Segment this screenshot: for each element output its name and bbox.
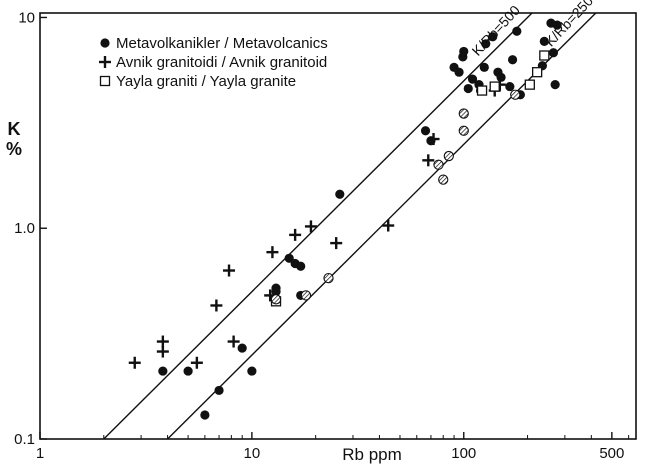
- avnik-granitoid-point: [210, 299, 223, 312]
- avnik-granitoid-point: [289, 228, 302, 241]
- metavolcanic-point: [479, 62, 489, 72]
- plot-frame: [39, 12, 637, 440]
- avnik-granitoid-point: [227, 335, 240, 348]
- y-tick-label: 1.0: [14, 220, 35, 237]
- yayla-granite-point: [531, 67, 543, 78]
- avnik-granitoid-point: [99, 56, 111, 68]
- yayla-granite-point: [539, 50, 550, 61]
- hatched-point: [323, 272, 334, 284]
- metavolcanic-point: [158, 366, 168, 376]
- avnik-granitoid-point: [330, 237, 343, 250]
- hatched-point: [510, 89, 521, 100]
- avnik-granitoid-point: [422, 154, 435, 167]
- yayla-granite-point: [524, 79, 535, 90]
- data-points: [128, 18, 562, 420]
- metavolcanic-point: [247, 366, 257, 376]
- metavolcanic-point: [183, 366, 193, 376]
- metavolcanic-point: [467, 74, 478, 84]
- metavolcanic-point: [200, 410, 210, 420]
- metavolcanic-point: [335, 189, 345, 199]
- avnik-granitoid-point: [128, 356, 141, 369]
- metavolcanic-point: [512, 26, 522, 36]
- x-tick-label: 1: [36, 445, 44, 462]
- metavolcanic-point: [100, 38, 110, 48]
- axis-ticks: 1 10 100 500 0.1 1.0 10: [14, 9, 630, 462]
- metavolcanic-point: [296, 261, 306, 271]
- metavolcanic-point: [550, 80, 560, 90]
- legend: Metavolkanikler / Metavolcanics Avnik gra…: [99, 35, 328, 90]
- metavolcanic-point: [488, 32, 498, 42]
- hatched-point: [433, 159, 444, 170]
- yayla-granite-point: [99, 75, 111, 87]
- avnik-granitoid-point: [382, 219, 395, 232]
- y-tick-label: 0.1: [14, 431, 35, 448]
- legend-label: Metavolkanikler / Metavolcanics: [116, 35, 328, 52]
- x-tick-label: 100: [451, 445, 476, 462]
- reference-line: [102, 13, 534, 439]
- legend-label: Avnik granitoidi / Avnik granitoid: [116, 54, 327, 71]
- metavolcanic-point: [496, 72, 506, 82]
- yayla-granite-point: [489, 81, 500, 92]
- metavolcanic-point: [214, 385, 224, 396]
- metavolcanic-point: [463, 83, 473, 94]
- metavolcanic-point: [271, 287, 281, 297]
- avnik-granitoid-point: [156, 345, 169, 358]
- reference-line: [166, 13, 597, 439]
- metavolcanic-point: [481, 39, 491, 49]
- hatched-point: [458, 125, 469, 136]
- avnik-granitoid-point: [190, 356, 203, 369]
- legend-label: Yayla graniti / Yayla granite: [116, 73, 296, 90]
- avnik-granitoid-point: [266, 246, 279, 259]
- metavolcanic-point: [552, 20, 562, 30]
- x-tick-label: 500: [599, 445, 624, 462]
- avnik-granitoid-point: [223, 264, 236, 277]
- metavolcanic-point: [459, 46, 469, 57]
- avnik-granitoid-point: [427, 133, 440, 146]
- y-axis-unit: %: [6, 139, 22, 159]
- metavolcanic-point: [420, 126, 431, 136]
- yayla-granite-point: [476, 85, 488, 96]
- x-tick-label: 10: [244, 445, 261, 462]
- hatched-point: [438, 174, 449, 185]
- metavolcanic-point: [505, 81, 515, 92]
- y-axis-label: K: [8, 119, 21, 139]
- metavolcanic-point: [454, 67, 464, 77]
- hatched-point: [458, 108, 469, 119]
- reference-lines: [102, 13, 597, 439]
- avnik-granitoid-point: [304, 220, 317, 233]
- metavolcanic-point: [237, 343, 247, 353]
- hatched-point: [270, 294, 282, 305]
- hatched-point: [443, 150, 454, 162]
- hatched-point: [300, 290, 312, 301]
- metavolcanic-point: [507, 55, 518, 65]
- y-tick-label: 10: [18, 9, 35, 26]
- metavolcanic-point: [539, 36, 549, 46]
- metavolcanic-point: [548, 48, 559, 58]
- x-axis-label: Rb ppm: [342, 445, 402, 464]
- metavolcanic-point: [284, 253, 294, 263]
